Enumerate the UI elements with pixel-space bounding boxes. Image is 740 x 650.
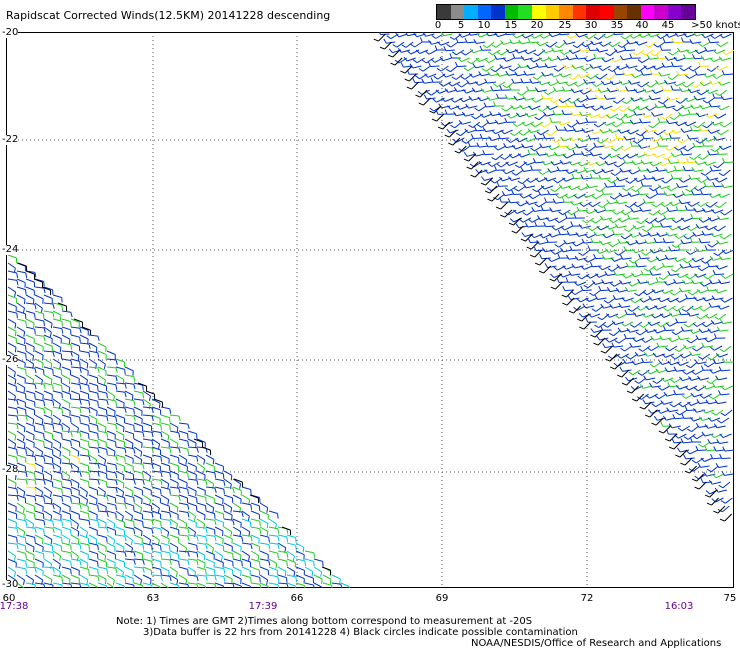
wind-swath-west	[7, 254, 350, 588]
color-swatch-18	[681, 5, 695, 19]
lon-label-63: 63	[146, 593, 160, 604]
color-swatch-15	[640, 5, 655, 19]
lat-label-24: -24	[2, 244, 19, 255]
lat-label-30: -30	[2, 579, 19, 590]
lon-label-75: 75	[723, 593, 737, 604]
wind-map-plot	[6, 32, 734, 588]
lon-label-72: 72	[580, 593, 594, 604]
color-bar-tick-4: 20	[530, 20, 544, 31]
lat-label-26: -26	[2, 354, 19, 365]
lat-label-20: -20	[2, 27, 19, 38]
color-bar-tick-2: 10	[477, 20, 491, 31]
color-swatch-11	[586, 5, 600, 19]
color-bar-tick-8: 40	[635, 20, 649, 31]
color-bar-tick-5: 25	[558, 20, 572, 31]
color-swatch-8	[545, 5, 560, 19]
notes-line-3: NOAA/NESDIS/Office of Research and Appli…	[471, 638, 722, 649]
color-swatch-14	[627, 5, 641, 19]
lon-label-69: 69	[435, 593, 449, 604]
map-title: Rapidscat Corrected Winds(12.5KM) 201412…	[6, 9, 331, 22]
color-bar-tick-9: 45	[661, 20, 675, 31]
color-swatch-0	[437, 5, 451, 19]
color-swatch-10	[572, 5, 587, 19]
color-swatch-12	[599, 5, 614, 19]
color-swatch-2	[464, 5, 478, 19]
color-swatch-1	[450, 5, 465, 19]
lon-label-60: 60	[2, 593, 16, 604]
color-bar-tick-7: 35	[610, 20, 624, 31]
color-swatch-6	[518, 5, 533, 19]
notes-line-1: Note: 1) Times are GMT 2)Times along bot…	[116, 616, 533, 627]
color-swatch-3	[477, 5, 492, 19]
color-bar-tick-1: 5	[457, 20, 465, 31]
color-swatch-13	[613, 5, 628, 19]
color-bar-tick-6: 30	[584, 20, 598, 31]
lat-lon-grid	[6, 32, 734, 588]
time-label-2: 17:39	[248, 601, 278, 612]
notes-line-2: 3)Data buffer is 22 hrs from 20141228 4)…	[143, 627, 578, 638]
time-label-3: 16:03	[664, 601, 694, 612]
lat-label-28: -28	[2, 464, 19, 475]
wind-swath-east	[373, 32, 734, 522]
wind-speed-color-bar	[436, 4, 696, 20]
color-bar-tick-0: 0	[434, 20, 442, 31]
color-swatch-7	[532, 5, 546, 19]
color-swatch-5	[504, 5, 519, 19]
color-swatch-16	[654, 5, 668, 19]
lat-label-22: -22	[2, 134, 19, 145]
color-swatch-4	[491, 5, 505, 19]
color-bar-tick-10: >50 knots	[691, 20, 740, 31]
color-swatch-17	[667, 5, 682, 19]
color-bar-tick-3: 15	[504, 20, 518, 31]
color-swatch-9	[559, 5, 573, 19]
time-label-1: 17:38	[0, 601, 29, 612]
lon-label-66: 66	[290, 593, 304, 604]
